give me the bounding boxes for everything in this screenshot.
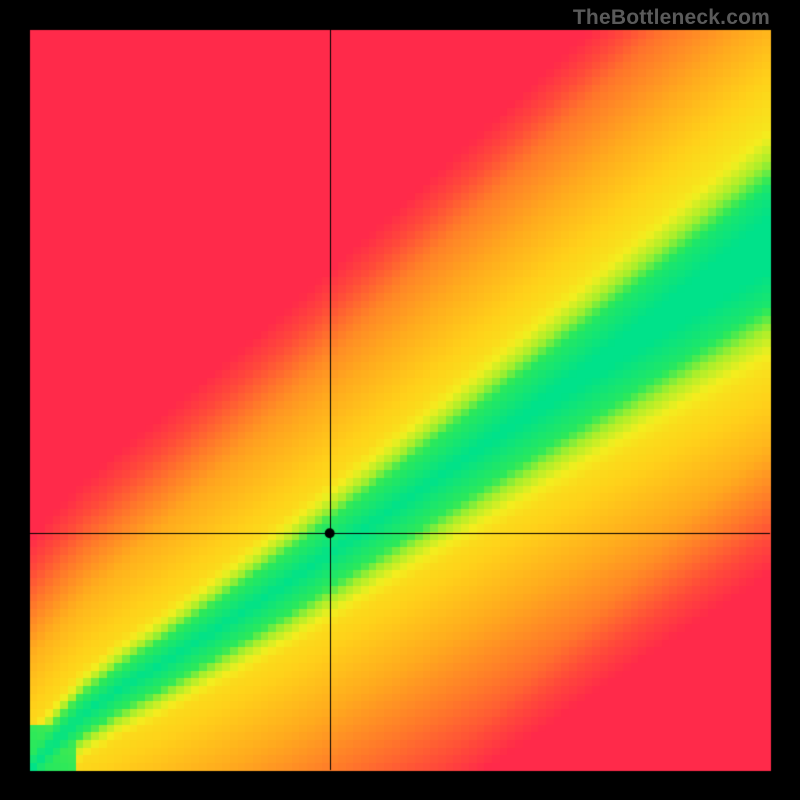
chart-container: TheBottleneck.com	[0, 0, 800, 800]
bottleneck-heatmap	[0, 0, 800, 800]
watermark-text: TheBottleneck.com	[573, 6, 770, 30]
